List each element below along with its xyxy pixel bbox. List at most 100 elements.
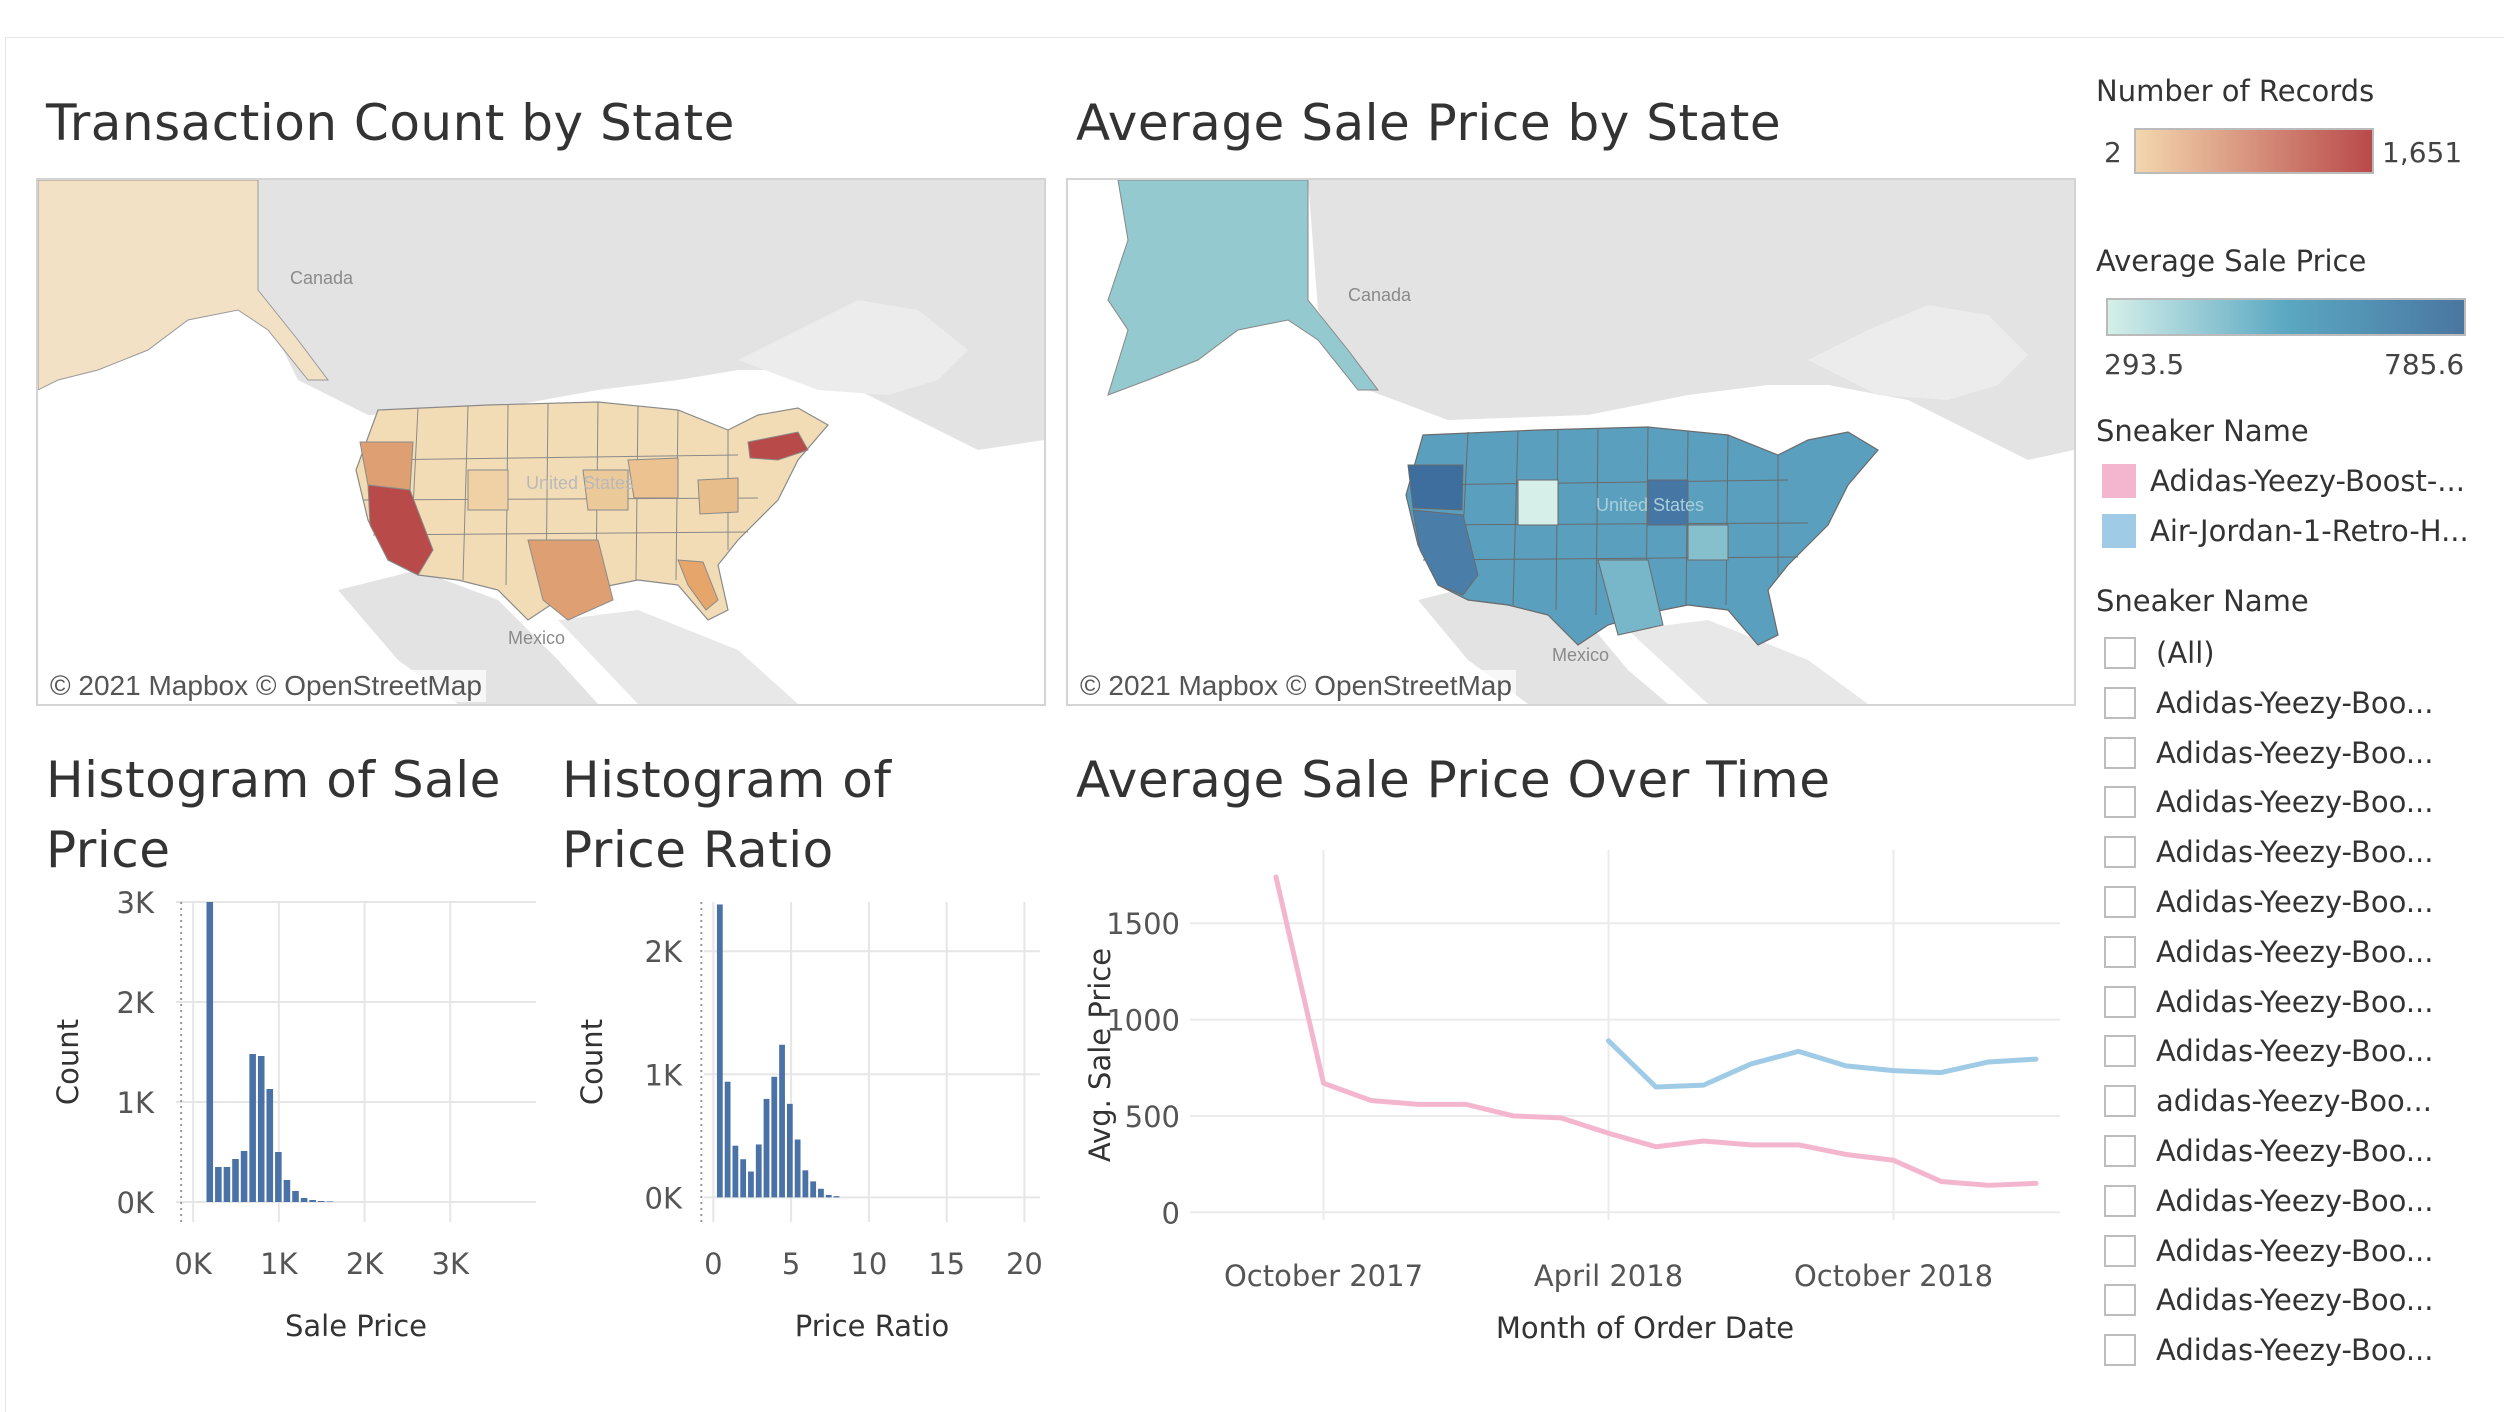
filter-option[interactable]: Adidas-Yeezy-Boo...: [2104, 1030, 2433, 1072]
hist-ratio-chart[interactable]: 0K 1K 2K 0 5 10 15 20 Price Ratio Count: [560, 880, 1060, 1360]
filter-checkbox[interactable]: [2104, 886, 2136, 918]
hist-sale-title: Histogram of Sale Price: [46, 751, 501, 879]
histogram-bar: [825, 1194, 832, 1198]
histogram-bar: [275, 1152, 282, 1202]
x-axis-title: Price Ratio: [795, 1309, 949, 1343]
avg-price-color-ramp: [2106, 298, 2466, 336]
filter-option[interactable]: (All): [2104, 632, 2215, 674]
filter-checkbox[interactable]: [2104, 686, 2136, 719]
histogram-bar: [755, 1144, 762, 1198]
filter-option-label[interactable]: Adidas-Yeezy-Boo...: [2156, 685, 2434, 720]
filter-checkbox[interactable]: [2104, 935, 2136, 968]
histogram-bar: [763, 1098, 770, 1198]
filter-option-label[interactable]: Adidas-Yeezy-Boo...: [2156, 735, 2434, 770]
histogram-bar: [748, 1171, 754, 1198]
y-tick-label: 0K: [645, 1181, 683, 1215]
sneaker-color-legend-title: Sneaker Name: [2096, 414, 2309, 448]
line-title: Average Sale Price Over Time: [1076, 751, 1831, 809]
filter-option[interactable]: Adidas-Yeezy-Boo...: [2104, 881, 2433, 923]
filter-option-label[interactable]: (All): [2156, 636, 2215, 670]
histogram-bar: [249, 1054, 256, 1202]
filter-option[interactable]: Adidas-Yeezy-Boo...: [2104, 781, 2433, 823]
histogram-bar: [802, 1170, 809, 1198]
price-map[interactable]: Canada Mexico United States © 2021 Mapbo…: [1066, 178, 2076, 706]
price-map-canvas: [1068, 180, 2074, 704]
y-axis-title: Count: [575, 1019, 609, 1105]
filter-checkbox[interactable]: [2104, 985, 2136, 1018]
filter-checkbox[interactable]: [2104, 1234, 2136, 1267]
filter-option-label[interactable]: Adidas-Yeezy-Boo...: [2156, 1333, 2434, 1368]
filter-option[interactable]: Adidas-Yeezy-Boo...: [2104, 682, 2433, 724]
histogram-bar: [283, 1180, 291, 1202]
filter-checkbox[interactable]: [2104, 1085, 2136, 1118]
histogram-bar: [794, 1139, 801, 1198]
histogram-bar: [779, 1044, 785, 1198]
filter-option-label[interactable]: Adidas-Yeezy-Boo...: [2156, 1233, 2434, 1268]
histogram-bar: [326, 1201, 334, 1202]
filter-checkbox[interactable]: [2104, 1184, 2136, 1217]
legend-label-jordan[interactable]: Air-Jordan-1-Retro-H...: [2150, 514, 2469, 548]
filter-option-label[interactable]: Adidas-Yeezy-Boo...: [2156, 785, 2434, 820]
filter-option[interactable]: Adidas-Yeezy-Boo...: [2104, 981, 2433, 1023]
price-map-title: Average Sale Price by State: [1076, 94, 1782, 152]
filter-option[interactable]: Adidas-Yeezy-Boo...: [2104, 1279, 2433, 1321]
filter-option[interactable]: Adidas-Yeezy-Boo...: [2104, 831, 2433, 873]
y-axis-title: Count: [51, 1019, 85, 1105]
filter-option[interactable]: Adidas-Yeezy-Boo...: [2104, 1180, 2433, 1222]
x-tick-label: 1K: [260, 1247, 298, 1281]
x-tick-label: October 2018: [1794, 1259, 1993, 1293]
avg-price-legend-max: 785.6: [2384, 348, 2465, 381]
map-attribution[interactable]: © 2021 Mapbox © OpenStreetMap: [46, 670, 486, 702]
legend-label-yeezy[interactable]: Adidas-Yeezy-Boost-...: [2150, 464, 2465, 498]
filter-checkbox[interactable]: [2104, 1334, 2136, 1367]
records-color-ramp: [2134, 128, 2374, 174]
filter-option[interactable]: adidas-Yeezy-Boo...: [2104, 1080, 2432, 1122]
map-label-mexico: Mexico: [508, 628, 566, 648]
x-axis-title: Sale Price: [285, 1309, 427, 1343]
histogram-bar: [716, 904, 723, 1198]
legend-swatch-jordan[interactable]: [2102, 514, 2136, 548]
histogram-bar: [724, 1081, 731, 1198]
x-tick-label: 15: [928, 1247, 965, 1281]
filter-option-label[interactable]: Adidas-Yeezy-Boo...: [2156, 934, 2434, 969]
map-attribution[interactable]: © 2021 Mapbox © OpenStreetMap: [1076, 670, 1516, 702]
map-label-usa: United States: [526, 473, 635, 493]
filter-option-label[interactable]: adidas-Yeezy-Boo...: [2156, 1084, 2432, 1119]
y-tick-label: 0K: [117, 1186, 155, 1220]
count-map[interactable]: Canada Mexico United States © 2021 Mapbo…: [36, 178, 1046, 706]
filter-option-label[interactable]: Adidas-Yeezy-Boo...: [2156, 1283, 2434, 1318]
line-chart[interactable]: 0 500 1000 1500 October 2017 April 2018 Octobe…: [1070, 830, 2080, 1370]
histogram-bar: [833, 1196, 840, 1198]
filter-option[interactable]: Adidas-Yeezy-Boo...: [2104, 1230, 2433, 1272]
histogram-bar: [786, 1103, 793, 1198]
filter-option[interactable]: Adidas-Yeezy-Boo...: [2104, 1130, 2433, 1172]
x-tick-label: 20: [1006, 1247, 1043, 1281]
y-tick-label: 1000: [1106, 1004, 1180, 1038]
filter-option[interactable]: Adidas-Yeezy-Boo...: [2104, 1329, 2433, 1371]
records-legend-title: Number of Records: [2096, 74, 2375, 108]
filter-checkbox[interactable]: [2104, 836, 2136, 869]
filter-option-label[interactable]: Adidas-Yeezy-Boo...: [2156, 1034, 2434, 1069]
filter-option-label[interactable]: Adidas-Yeezy-Boo...: [2156, 984, 2434, 1019]
legend-swatch-yeezy[interactable]: [2102, 464, 2136, 498]
filter-option[interactable]: Adidas-Yeezy-Boo...: [2104, 732, 2433, 774]
histogram-bar: [240, 1151, 248, 1202]
filter-option-label[interactable]: Adidas-Yeezy-Boo...: [2156, 835, 2434, 870]
x-tick-label: 10: [850, 1247, 887, 1281]
histogram-bar: [300, 1198, 308, 1202]
filter-checkbox[interactable]: [2104, 786, 2136, 819]
filter-option-label[interactable]: Adidas-Yeezy-Boo...: [2156, 1183, 2434, 1218]
dashboard-frame: [5, 37, 2504, 1412]
filter-checkbox[interactable]: [2104, 736, 2136, 769]
filter-option[interactable]: Adidas-Yeezy-Boo...: [2104, 931, 2433, 973]
filter-checkbox[interactable]: [2104, 637, 2136, 669]
filter-checkbox[interactable]: [2104, 1135, 2136, 1167]
filter-checkbox[interactable]: [2104, 1035, 2136, 1068]
filter-option-label[interactable]: Adidas-Yeezy-Boo...: [2156, 885, 2434, 919]
x-tick-label: 0K: [174, 1247, 212, 1281]
y-tick-label: 1K: [117, 1086, 155, 1120]
filter-option-label[interactable]: Adidas-Yeezy-Boo...: [2156, 1134, 2434, 1168]
filter-checkbox[interactable]: [2104, 1284, 2136, 1317]
hist-ratio-title: Histogram of Price Ratio: [562, 751, 892, 879]
